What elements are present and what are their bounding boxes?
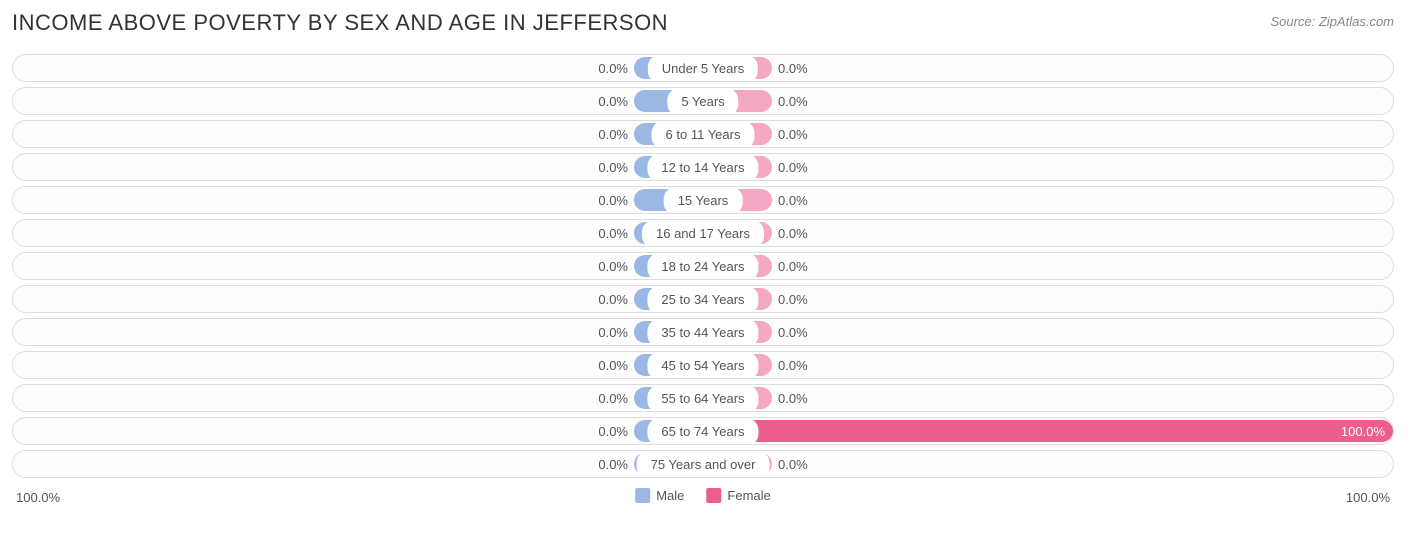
- male-value-label: 0.0%: [598, 220, 628, 247]
- category-label: Under 5 Years: [648, 55, 758, 82]
- category-label: 35 to 44 Years: [647, 319, 758, 346]
- chart-row: 0.0% 0.0% 75 Years and over: [12, 450, 1394, 478]
- male-value-label: 0.0%: [598, 418, 628, 445]
- male-value-label: 0.0%: [598, 121, 628, 148]
- chart-rows: 0.0%0.0%Under 5 Years0.0%0.0%5 Years0.0%…: [12, 54, 1394, 478]
- chart-container: INCOME ABOVE POVERTY BY SEX AND AGE IN J…: [0, 0, 1406, 559]
- female-value-label: 0.0%: [778, 121, 808, 148]
- category-label: 75 Years and over: [637, 451, 770, 478]
- legend: Male Female: [635, 488, 771, 503]
- female-value-label: 0.0%: [778, 88, 808, 115]
- female-value-label: 0.0%: [778, 286, 808, 313]
- female-value-label: 0.0%: [778, 253, 808, 280]
- male-value-label: 0.0%: [598, 154, 628, 181]
- category-label: 12 to 14 Years: [647, 154, 758, 181]
- category-label: 25 to 34 Years: [647, 286, 758, 313]
- category-label: 15 Years: [664, 187, 743, 214]
- male-value-label: 0.0%: [598, 451, 628, 478]
- chart-row: 0.0% 0.0% 45 to 54 Years: [12, 351, 1394, 379]
- chart-row: 0.0% 0.0% Under 5 Years: [12, 54, 1394, 82]
- chart-row: 0.0% 0.0% 12 to 14 Years: [12, 153, 1394, 181]
- male-value-label: 0.0%: [598, 352, 628, 379]
- male-value-label: 0.0%: [598, 55, 628, 82]
- male-swatch-icon: [635, 488, 650, 503]
- female-value-label: 0.0%: [778, 55, 808, 82]
- chart-row: 0.0% 0.0% 25 to 34 Years: [12, 285, 1394, 313]
- category-label: 6 to 11 Years: [652, 121, 755, 148]
- female-swatch-icon: [706, 488, 721, 503]
- chart-row: 0.0% 0.0% 18 to 24 Years: [12, 252, 1394, 280]
- chart-footer: 100.0% 100.0% Male Female: [12, 486, 1394, 510]
- female-value-label: 0.0%: [778, 451, 808, 478]
- category-label: 55 to 64 Years: [647, 385, 758, 412]
- chart-title: INCOME ABOVE POVERTY BY SEX AND AGE IN J…: [12, 10, 668, 36]
- chart-row: 0.0% 0.0% 5 Years: [12, 87, 1394, 115]
- female-value-label: 0.0%: [778, 385, 808, 412]
- legend-male-label: Male: [656, 488, 684, 503]
- chart-header: INCOME ABOVE POVERTY BY SEX AND AGE IN J…: [12, 10, 1394, 36]
- female-value-label: 0.0%: [778, 319, 808, 346]
- female-value-label: 0.0%: [778, 220, 808, 247]
- chart-row: 0.0% 0.0% 55 to 64 Years: [12, 384, 1394, 412]
- male-value-label: 0.0%: [598, 385, 628, 412]
- axis-left-label: 100.0%: [16, 490, 60, 505]
- legend-item-female: Female: [706, 488, 770, 503]
- chart-source: Source: ZipAtlas.com: [1270, 10, 1394, 29]
- female-value-label: 0.0%: [778, 187, 808, 214]
- male-value-label: 0.0%: [598, 319, 628, 346]
- male-value-label: 0.0%: [598, 187, 628, 214]
- female-bar: [703, 420, 1393, 442]
- female-value-label: 100.0%: [1341, 418, 1385, 445]
- category-label: 45 to 54 Years: [647, 352, 758, 379]
- male-value-label: 0.0%: [598, 286, 628, 313]
- legend-female-label: Female: [727, 488, 770, 503]
- chart-row: 0.0% 0.0% 15 Years: [12, 186, 1394, 214]
- male-value-label: 0.0%: [598, 253, 628, 280]
- category-label: 65 to 74 Years: [647, 418, 758, 445]
- female-value-label: 0.0%: [778, 352, 808, 379]
- chart-row: 0.0% 0.0% 16 and 17 Years: [12, 219, 1394, 247]
- chart-row: 0.0% 0.0% 35 to 44 Years: [12, 318, 1394, 346]
- category-label: 5 Years: [667, 88, 738, 115]
- chart-row: 0.0% 100.0% 65 to 74 Years: [12, 417, 1394, 445]
- axis-right-label: 100.0%: [1346, 490, 1390, 505]
- male-value-label: 0.0%: [598, 88, 628, 115]
- legend-item-male: Male: [635, 488, 684, 503]
- category-label: 18 to 24 Years: [647, 253, 758, 280]
- chart-row: 0.0% 0.0% 6 to 11 Years: [12, 120, 1394, 148]
- female-value-label: 0.0%: [778, 154, 808, 181]
- category-label: 16 and 17 Years: [642, 220, 764, 247]
